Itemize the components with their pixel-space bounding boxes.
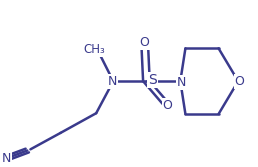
Text: O: O <box>235 75 244 88</box>
Text: O: O <box>140 36 150 49</box>
Text: N: N <box>177 76 186 89</box>
Text: CH₃: CH₃ <box>83 43 105 56</box>
Text: O: O <box>163 99 173 112</box>
Text: N: N <box>107 75 117 88</box>
Text: S: S <box>148 73 156 87</box>
Text: N: N <box>2 152 11 165</box>
